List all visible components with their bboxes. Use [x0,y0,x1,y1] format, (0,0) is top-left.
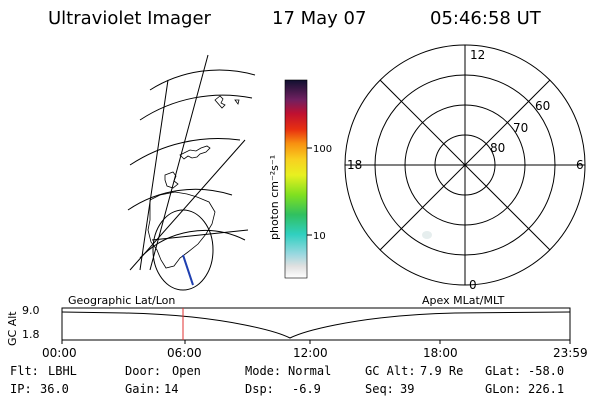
mode-label: Mode: [245,364,282,378]
satellite-track [182,254,194,286]
ip-value: 36.0 [40,382,69,396]
dsp-value: -6.9 [292,382,321,396]
x-tick-label-0600: 06:00 [167,346,202,360]
gc-alt-label: GC Alt: [365,364,416,378]
altitude-plot-frame [61,307,571,341]
door-label: Door: [125,364,162,378]
mode-value: Normal [288,364,332,378]
x-ticks [61,340,571,344]
x-tick-label-0000: 00:00 [42,346,77,360]
colorbar-tick-label-100: 100 [313,144,332,155]
colorbar [284,79,308,279]
mlt-label-18: 18 [347,158,362,172]
y-tick-label-1-8: 1.8 [22,328,40,341]
altitude-curve [61,311,571,339]
glat-value: -58.0 [528,364,565,378]
gc-alt-value: 7.9 Re [420,364,464,378]
glat-label: GLat: [485,364,522,378]
seq-value: 39 [400,382,415,396]
dsp-label: Dsp: [245,382,274,396]
filter-label: Flt: [10,364,39,378]
right-map-label: Apex MLat/MLT [422,294,505,307]
gain-label: Gain: [125,382,162,396]
instrument-title: Ultraviolet Imager [48,8,211,29]
polar-map [344,44,586,286]
x-tick-label-1200: 12:00 [293,346,328,360]
mlt-label-0: 0 [469,278,477,292]
x-tick-label-2359: 23:59 [553,346,588,360]
filter-value: LBHL [48,364,77,378]
mlat-label-70: 70 [513,121,528,135]
left-map-label: Geographic Lat/Lon [68,294,175,307]
time-label: 05:46:58 UT [430,8,541,29]
ip-label: IP: [10,382,32,396]
y-tick-label-9: 9.0 [22,304,40,317]
gain-value: 14 [164,382,179,396]
seq-label: Seq: [365,382,394,396]
glon-value: 226.1 [528,382,565,396]
mlt-label-6: 6 [576,158,584,172]
geographic-map [127,54,256,291]
colorbar-unit-label: photon cm⁻²s⁻¹ [268,155,281,240]
y-axis-label: GC Alt [6,311,19,346]
mlat-label-60: 60 [535,99,550,113]
glon-label: GLon: [485,382,522,396]
faint-emission-spot [422,231,432,239]
colorbar-tick-label-10: 10 [313,231,326,242]
mlat-label-80: 80 [490,141,505,155]
date-label: 17 May 07 [272,8,367,29]
mlt-label-12: 12 [470,48,485,62]
door-value: Open [172,364,201,378]
x-tick-label-1800: 18:00 [423,346,458,360]
